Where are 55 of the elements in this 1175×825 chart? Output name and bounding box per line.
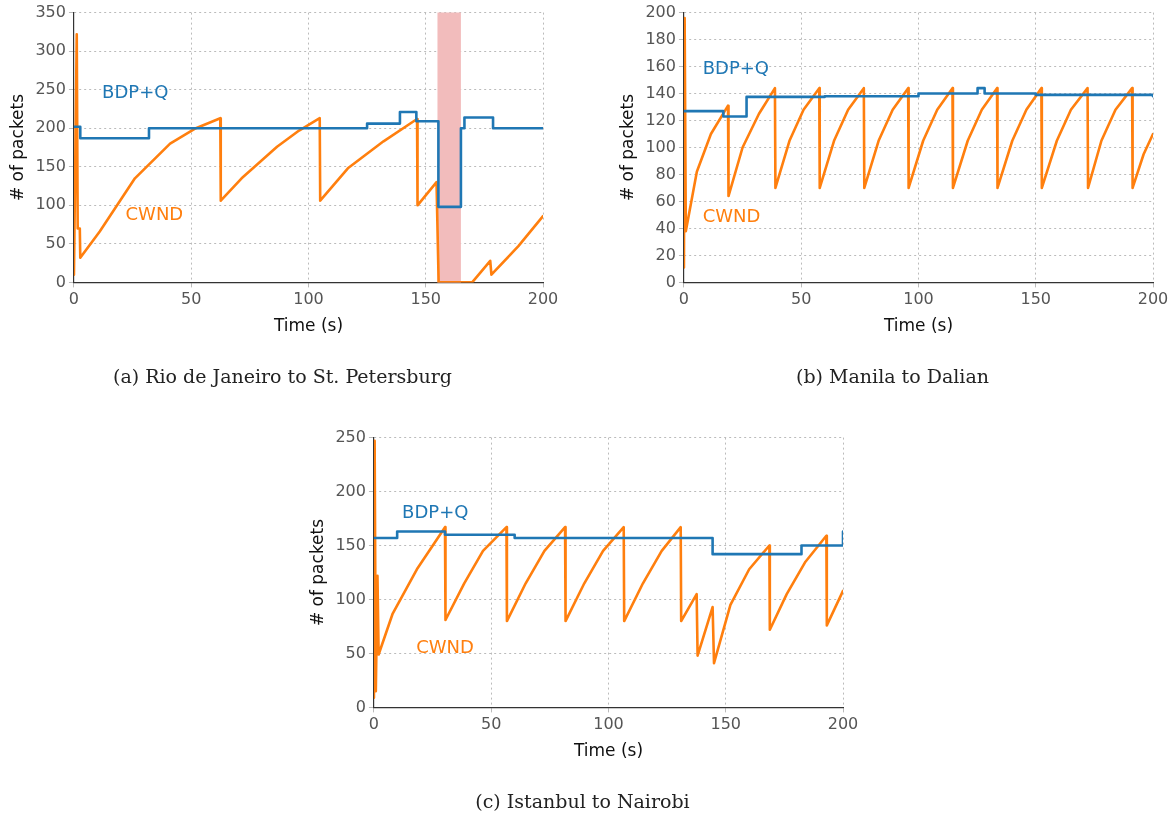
- x-tick-label: 0: [678, 289, 690, 309]
- x-tick-label: 200: [1137, 289, 1169, 309]
- y-tick-label: 0: [355, 696, 366, 716]
- y-tick-label: 40: [655, 217, 676, 237]
- x-tick-label: 100: [293, 289, 324, 309]
- series-label: BDP+Q: [102, 81, 169, 103]
- y-tick-label: 80: [655, 163, 676, 183]
- series-label: BDP+Q: [702, 56, 770, 78]
- y-tick-label: 140: [645, 82, 676, 102]
- y-axis-title: # of packets: [616, 93, 637, 202]
- x-tick-label: 0: [68, 289, 80, 309]
- x-tick-label: 50: [481, 714, 502, 734]
- y-tick-label: 20: [655, 244, 676, 264]
- y-tick-label: 350: [35, 1, 66, 21]
- x-tick-label: 150: [1020, 289, 1052, 309]
- x-axis-title: Time (s): [272, 315, 344, 336]
- y-tick-label: 0: [55, 271, 66, 291]
- y-tick-label: 50: [345, 642, 366, 662]
- y-tick-label: 250: [335, 426, 366, 446]
- y-tick-label: 120: [645, 109, 676, 129]
- y-tick-label: 100: [645, 136, 676, 156]
- series-label: BDP+Q: [402, 500, 469, 522]
- y-tick-label: 200: [35, 117, 66, 137]
- x-tick-label: 0: [368, 714, 380, 734]
- x-axis-title: Time (s): [882, 315, 954, 336]
- y-tick-label: 100: [335, 588, 366, 608]
- y-tick-label: 150: [35, 155, 66, 175]
- x-axis-title: Time (s): [572, 740, 644, 761]
- text: (c) Istanbul to Nairobi: [474, 790, 691, 812]
- y-tick-label: 200: [335, 480, 366, 500]
- series-label: CWND: [125, 202, 184, 224]
- x-tick-label: 100: [593, 714, 624, 734]
- text: (b) Manila to Dalian: [795, 365, 990, 387]
- x-tick-label: 150: [710, 714, 742, 734]
- y-tick-label: 150: [335, 534, 366, 554]
- x-tick-label: 50: [181, 289, 202, 309]
- y-tick-label: 100: [35, 194, 66, 214]
- series-label: CWND: [416, 635, 474, 657]
- y-tick-label: 160: [645, 55, 676, 75]
- y-tick-label: 0: [665, 271, 676, 291]
- y-tick-label: 250: [35, 78, 66, 98]
- x-tick-label: 200: [527, 289, 559, 309]
- y-tick-label: 300: [35, 40, 66, 60]
- x-tick-label: 50: [791, 289, 812, 309]
- y-tick-label: 200: [645, 1, 676, 21]
- text: (a) Rio de Janeiro to St. Petersburg: [112, 365, 453, 387]
- y-tick-label: 180: [645, 28, 676, 48]
- y-axis-title: # of packets: [6, 93, 27, 202]
- x-tick-label: 200: [827, 714, 859, 734]
- y-tick-label: 60: [655, 190, 676, 210]
- x-tick-label: 100: [903, 289, 934, 309]
- x-tick-label: 150: [410, 289, 442, 309]
- y-axis-title: # of packets: [306, 518, 327, 627]
- series-label: CWND: [702, 205, 761, 227]
- y-tick-label: 50: [45, 233, 66, 253]
